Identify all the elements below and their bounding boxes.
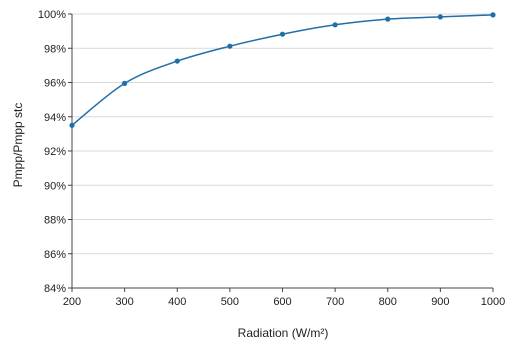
data-point: [227, 43, 233, 49]
series-layer: [69, 12, 496, 128]
data-point: [174, 58, 180, 64]
y-tick-label: 100%: [38, 9, 66, 21]
y-tick-label: 84%: [44, 283, 66, 295]
y-tick-label: 98%: [44, 43, 66, 55]
x-tick-label: 300: [115, 296, 133, 308]
y-grid: 84% 86% 88% 90% 92% 94% 96% 98% 100%: [38, 9, 493, 295]
y-tick-label: 86%: [44, 249, 66, 261]
y-tick-label: 94%: [44, 112, 66, 124]
data-point: [332, 22, 338, 28]
y-axis-title: Pmpp/Pmpp stc: [11, 103, 25, 188]
x-tick-label: 200: [63, 296, 81, 308]
data-point: [69, 122, 75, 128]
data-point: [279, 31, 286, 37]
data-point: [437, 14, 443, 20]
x-tick-label: 900: [431, 296, 449, 308]
data-point: [490, 12, 496, 18]
data-point: [385, 16, 391, 22]
x-tick-label: 800: [379, 296, 397, 308]
y-tick-label: 92%: [44, 146, 66, 158]
x-tick-label: 500: [221, 296, 239, 308]
x-tick-label: 400: [168, 296, 186, 308]
x-tick-label: 600: [273, 296, 291, 308]
x-tick-label: 700: [326, 296, 344, 308]
y-tick-label: 90%: [44, 180, 66, 192]
x-axis: 200 300 400 500 600 700 800 900 1000: [63, 287, 505, 308]
x-tick-label: 1000: [481, 296, 505, 308]
y-tick-label: 96%: [44, 78, 66, 90]
data-point: [122, 80, 128, 86]
x-axis-title: Radiation (W/m²): [238, 326, 329, 340]
y-tick-label: 88%: [44, 215, 66, 227]
